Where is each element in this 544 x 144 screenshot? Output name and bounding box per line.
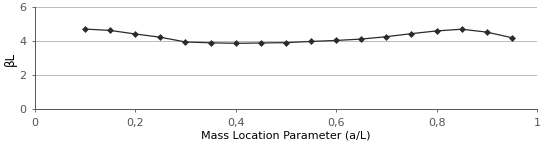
Y-axis label: βL: βL: [3, 51, 16, 66]
X-axis label: Mass Location Parameter (a/L): Mass Location Parameter (a/L): [201, 130, 370, 141]
